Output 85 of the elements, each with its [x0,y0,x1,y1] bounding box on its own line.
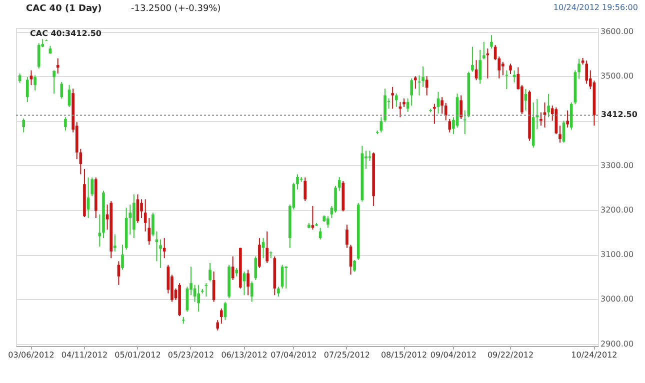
x-tick-label: 05/01/2012 [114,350,161,360]
candlestick [410,78,414,106]
candlestick [266,230,268,264]
candlestick [224,301,227,321]
y-tick-label: 3600.00 [600,27,634,36]
candlestick [186,286,189,312]
candlestick [585,60,588,84]
x-tick-label: 04/11/2012 [61,350,108,360]
x-tick-label: 03/06/2012 [8,350,54,360]
y-tick-label: 3200.00 [600,205,634,214]
y-tick-label: 3000.00 [600,294,634,304]
x-tick-label: 07/04/2012 [270,350,317,360]
candlestick [162,238,166,259]
candlestick [509,63,512,74]
candlestick [284,266,288,289]
candlestick [463,110,466,135]
candlestick [448,118,452,133]
ref-line-label: 3412.50 [601,110,638,120]
candlestick [547,94,550,118]
candlestick [440,96,444,114]
x-tick-label: 10/24/2012 [571,350,618,360]
annotation: CAC 40:3412.50 [30,29,102,38]
candlestick [246,269,250,296]
candlestick [30,70,33,86]
candlestick [250,280,254,302]
candlestick [346,224,348,248]
candlestick [380,116,383,133]
candlestick [418,74,421,96]
candlestick [566,110,569,128]
candlestick [258,238,261,268]
candlestick [311,205,314,230]
candlestick [326,216,330,228]
candlestick [277,286,280,297]
candlestick [64,116,67,132]
candlestick [353,259,356,272]
candlestick [391,86,394,110]
candlestick [368,150,372,162]
candlestick [22,118,26,133]
candlestick [414,76,417,90]
text: 10/24/2012 19:56:00 [553,3,638,12]
candlestick [220,308,223,324]
candlestick [296,174,299,190]
candlestick [578,58,580,80]
candlestick [26,76,29,103]
candlestick [474,60,478,81]
candlestick [98,214,102,248]
candlestick [478,49,482,84]
x-tick-label: 07/25/2012 [324,350,370,360]
candlestick [334,185,337,214]
y-tick-label: 3100.00 [600,250,634,260]
x-tick-label: 09/22/2012 [487,350,534,360]
candlestick [197,284,200,312]
y-tick-label: 3300.00 [600,160,634,170]
candlestick [262,238,265,259]
candlestick [52,70,56,94]
candlestick [37,42,40,70]
candlestick [433,103,436,124]
candlestick [460,94,462,120]
candlestick [204,282,208,297]
x-tick-label: 09/04/2012 [430,350,477,360]
candlestick [216,320,220,331]
candlestick [34,74,36,91]
chart-title: CAC 40 (1 Day) [26,4,102,14]
candlestick [140,198,143,218]
candlestick [558,125,562,144]
candlestick [121,244,124,270]
candlestick [304,176,306,202]
candlestick [208,262,212,282]
candlestick [425,76,428,96]
candlestick [60,81,64,99]
candlestick [502,61,504,76]
y-tick-label: 2900.00 [600,339,634,348]
candlestick [422,66,424,88]
candlestick [490,34,493,50]
candlestick [394,93,398,108]
candlestick [471,46,474,72]
chart-subtitle: -13.2500 (+-0.39%) [131,4,221,14]
candlestick [159,238,162,268]
x-tick-label: 05/23/2012 [168,350,214,360]
candlestick [254,256,258,280]
x-tick-label: 08/15/2012 [380,350,428,360]
y-tick-label: 3500.00 [600,72,634,81]
candlestick [114,234,116,252]
x-tick-label: 06/13/2012 [221,350,268,360]
candlestick [482,41,486,60]
